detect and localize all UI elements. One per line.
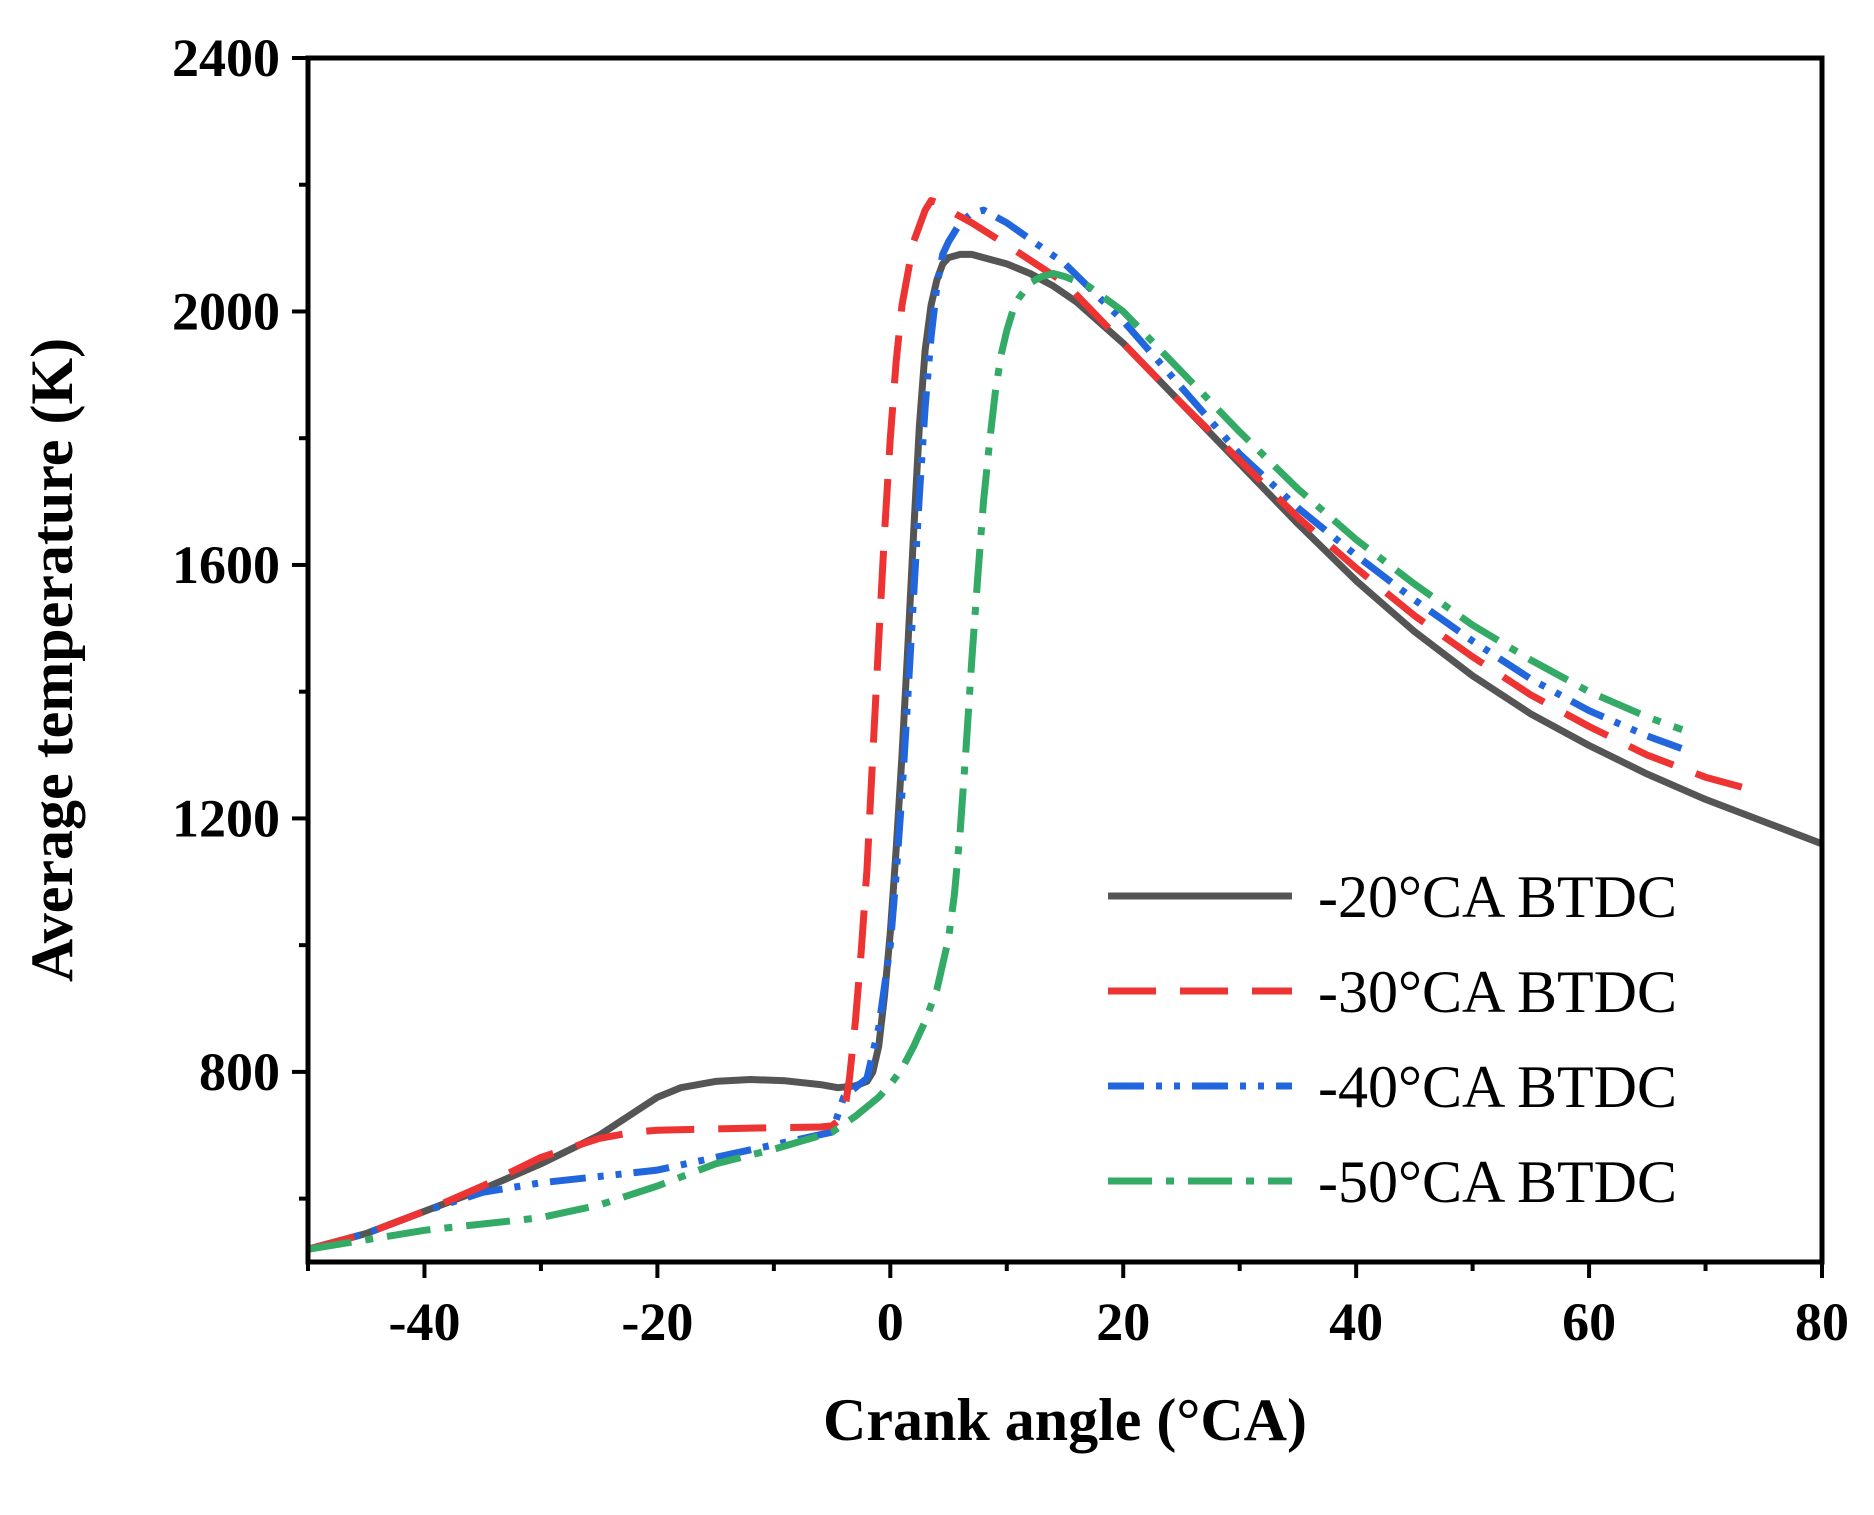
y-tick-label: 2400	[172, 28, 280, 88]
y-tick-label: 1600	[172, 535, 280, 595]
x-tick-label: -40	[388, 1292, 460, 1352]
y-tick-label: 1200	[172, 788, 280, 848]
x-tick-label: 80	[1795, 1292, 1849, 1352]
series-line-0	[307, 250, 1824, 1253]
data-series-group	[307, 197, 1824, 1253]
x-tick-label: 20	[1096, 1292, 1150, 1352]
series-line-1	[307, 197, 1765, 1253]
plot-frame	[305, 55, 1825, 1265]
x-axis-title: Crank angle (°CA)	[823, 1387, 1307, 1453]
x-tick-label: 60	[1562, 1292, 1616, 1352]
series-line-3	[307, 270, 1684, 1253]
legend-label-2: -40°CA BTDC	[1318, 1054, 1677, 1120]
x-tick-label: -20	[621, 1292, 693, 1352]
x-tick-label: 40	[1329, 1292, 1383, 1352]
legend-label-1: -30°CA BTDC	[1318, 959, 1677, 1025]
y-axis-title: Average temperature (K)	[19, 338, 85, 982]
y-tick-label: 2000	[172, 281, 280, 341]
x-tick-labels: -40 -20 0 20 40 60 80	[388, 1292, 1849, 1352]
y-tick-labels: 800 1200 1600 2000 2400	[172, 28, 280, 1102]
series-line-2	[307, 206, 1684, 1253]
legend: -20°CA BTDC -30°CA BTDC -40°CA BTDC -50°CA …	[1108, 864, 1677, 1215]
legend-label-0: -20°CA BTDC	[1318, 864, 1677, 930]
legend-label-3: -50°CA BTDC	[1318, 1149, 1677, 1215]
x-tick-label: 0	[877, 1292, 904, 1352]
y-tick-label: 800	[199, 1042, 280, 1102]
axis-ticks	[292, 56, 1824, 1278]
